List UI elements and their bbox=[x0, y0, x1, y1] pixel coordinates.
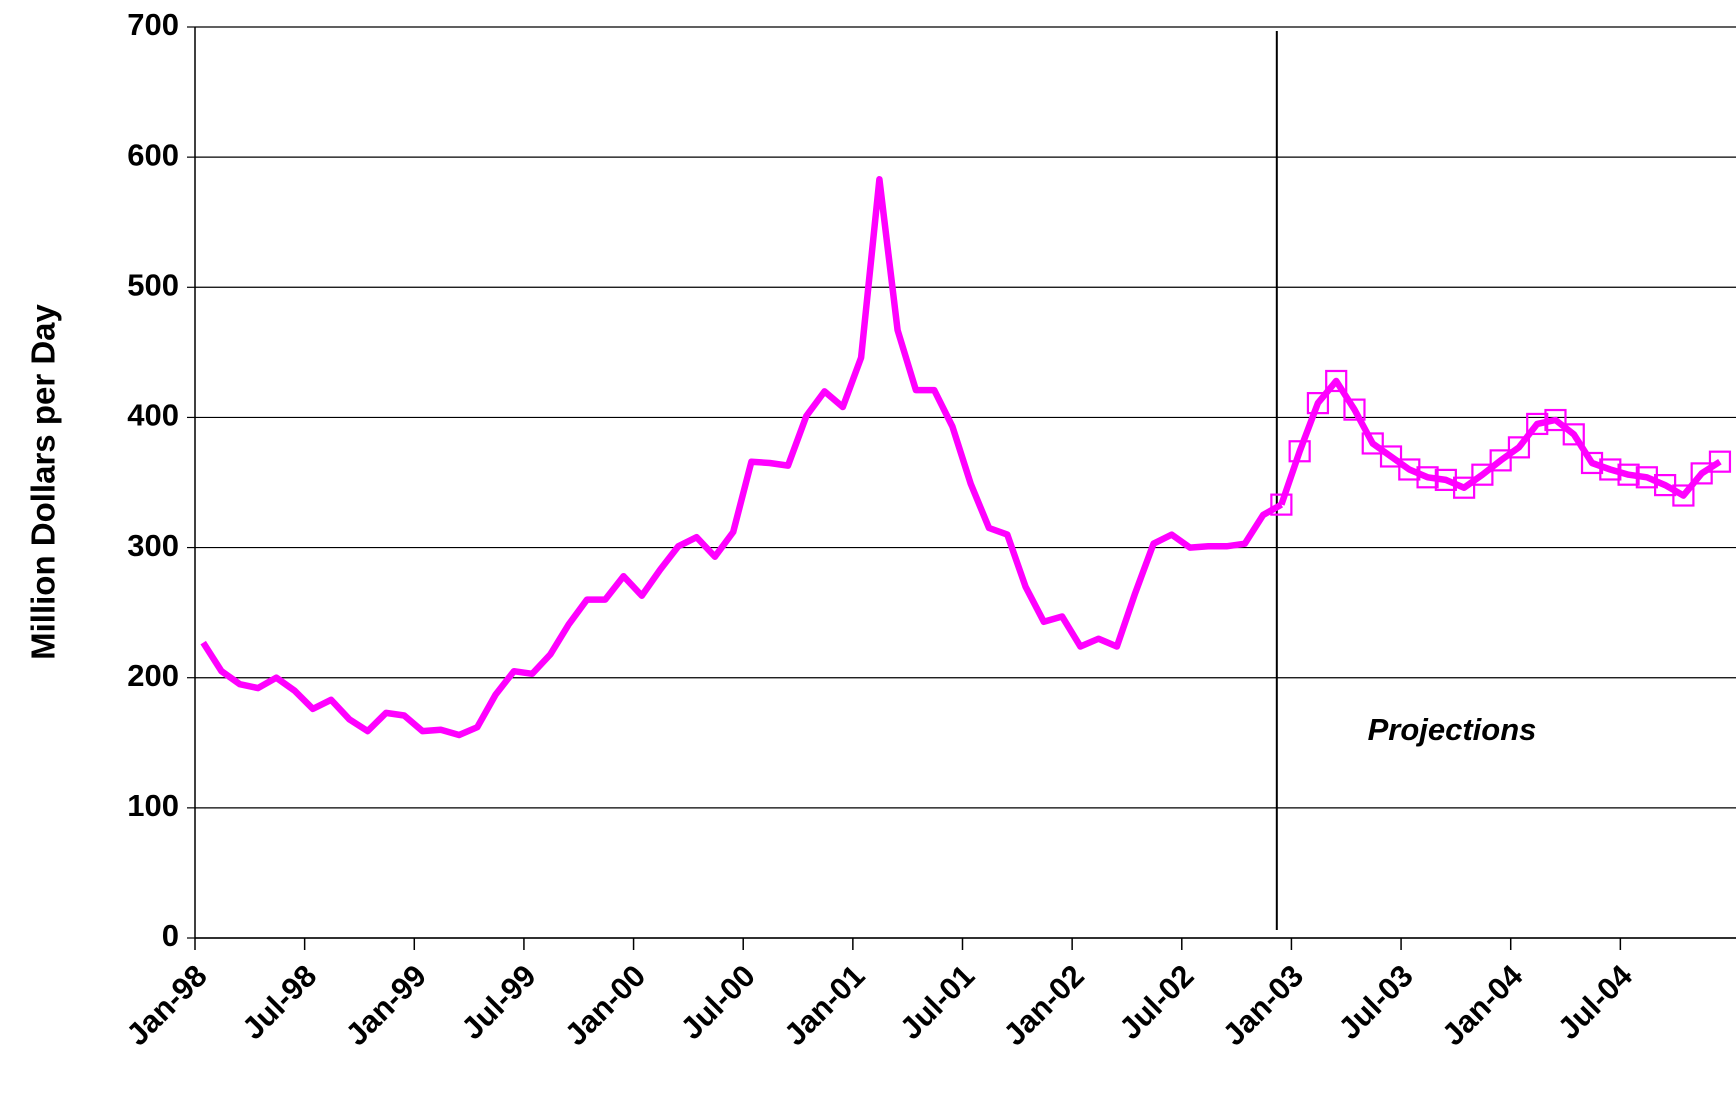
marker bbox=[1398, 458, 1421, 481]
marker bbox=[1379, 445, 1403, 468]
x-tick-label: Jan-01 bbox=[777, 958, 871, 1052]
marker bbox=[1343, 398, 1366, 421]
marker bbox=[1325, 369, 1348, 393]
marker bbox=[1306, 392, 1330, 415]
marker bbox=[1562, 423, 1585, 446]
x-tick-label: Jan-02 bbox=[997, 958, 1091, 1052]
y-tick-label: 400 bbox=[127, 398, 179, 433]
y-tick-label: 600 bbox=[127, 137, 179, 172]
marker bbox=[1270, 493, 1293, 516]
marker bbox=[1580, 451, 1604, 475]
marker bbox=[1453, 476, 1476, 499]
x-tick-label: Jan-99 bbox=[339, 958, 433, 1052]
marker bbox=[1526, 412, 1549, 436]
y-tick-label: 0 bbox=[162, 918, 179, 953]
y-tick-label: 700 bbox=[127, 7, 179, 42]
y-tick-label: 100 bbox=[127, 788, 179, 823]
annotation: Projections bbox=[1368, 712, 1537, 747]
y-tick-label: 500 bbox=[127, 267, 179, 302]
series-line bbox=[200, 176, 1284, 739]
x-tick-label: Jul-01 bbox=[893, 958, 981, 1046]
x-tick-label: Jan-00 bbox=[558, 958, 652, 1052]
y-tick-label: 200 bbox=[127, 658, 179, 693]
marker bbox=[1507, 436, 1531, 459]
x-tick-label: Jan-98 bbox=[120, 958, 214, 1052]
y-tick-label: 300 bbox=[127, 528, 179, 563]
marker bbox=[1361, 432, 1384, 455]
marker bbox=[1690, 462, 1713, 485]
marker bbox=[1288, 440, 1311, 463]
marker bbox=[1635, 466, 1658, 489]
marker bbox=[1599, 458, 1622, 481]
x-tick-label: Jul-04 bbox=[1551, 957, 1640, 1046]
x-tick-label: Jan-03 bbox=[1216, 958, 1310, 1052]
x-tick-label: Jul-02 bbox=[1112, 958, 1200, 1046]
x-tick-label: Jul-98 bbox=[235, 958, 323, 1046]
marker bbox=[1471, 463, 1494, 486]
x-tick-label: Jul-00 bbox=[674, 958, 762, 1046]
marker bbox=[1416, 466, 1439, 489]
marker bbox=[1672, 484, 1695, 507]
marker bbox=[1489, 449, 1512, 472]
x-tick-label: Jul-03 bbox=[1332, 958, 1420, 1046]
marker bbox=[1544, 408, 1567, 432]
y-axis-label: Million Dollars per Day bbox=[25, 303, 62, 659]
x-tick-label: Jan-04 bbox=[1435, 957, 1530, 1052]
marker bbox=[1708, 450, 1732, 473]
marker bbox=[1434, 468, 1457, 491]
x-tick-label: Jul-99 bbox=[455, 958, 543, 1046]
marker bbox=[1617, 463, 1640, 486]
series-line bbox=[1278, 377, 1722, 506]
